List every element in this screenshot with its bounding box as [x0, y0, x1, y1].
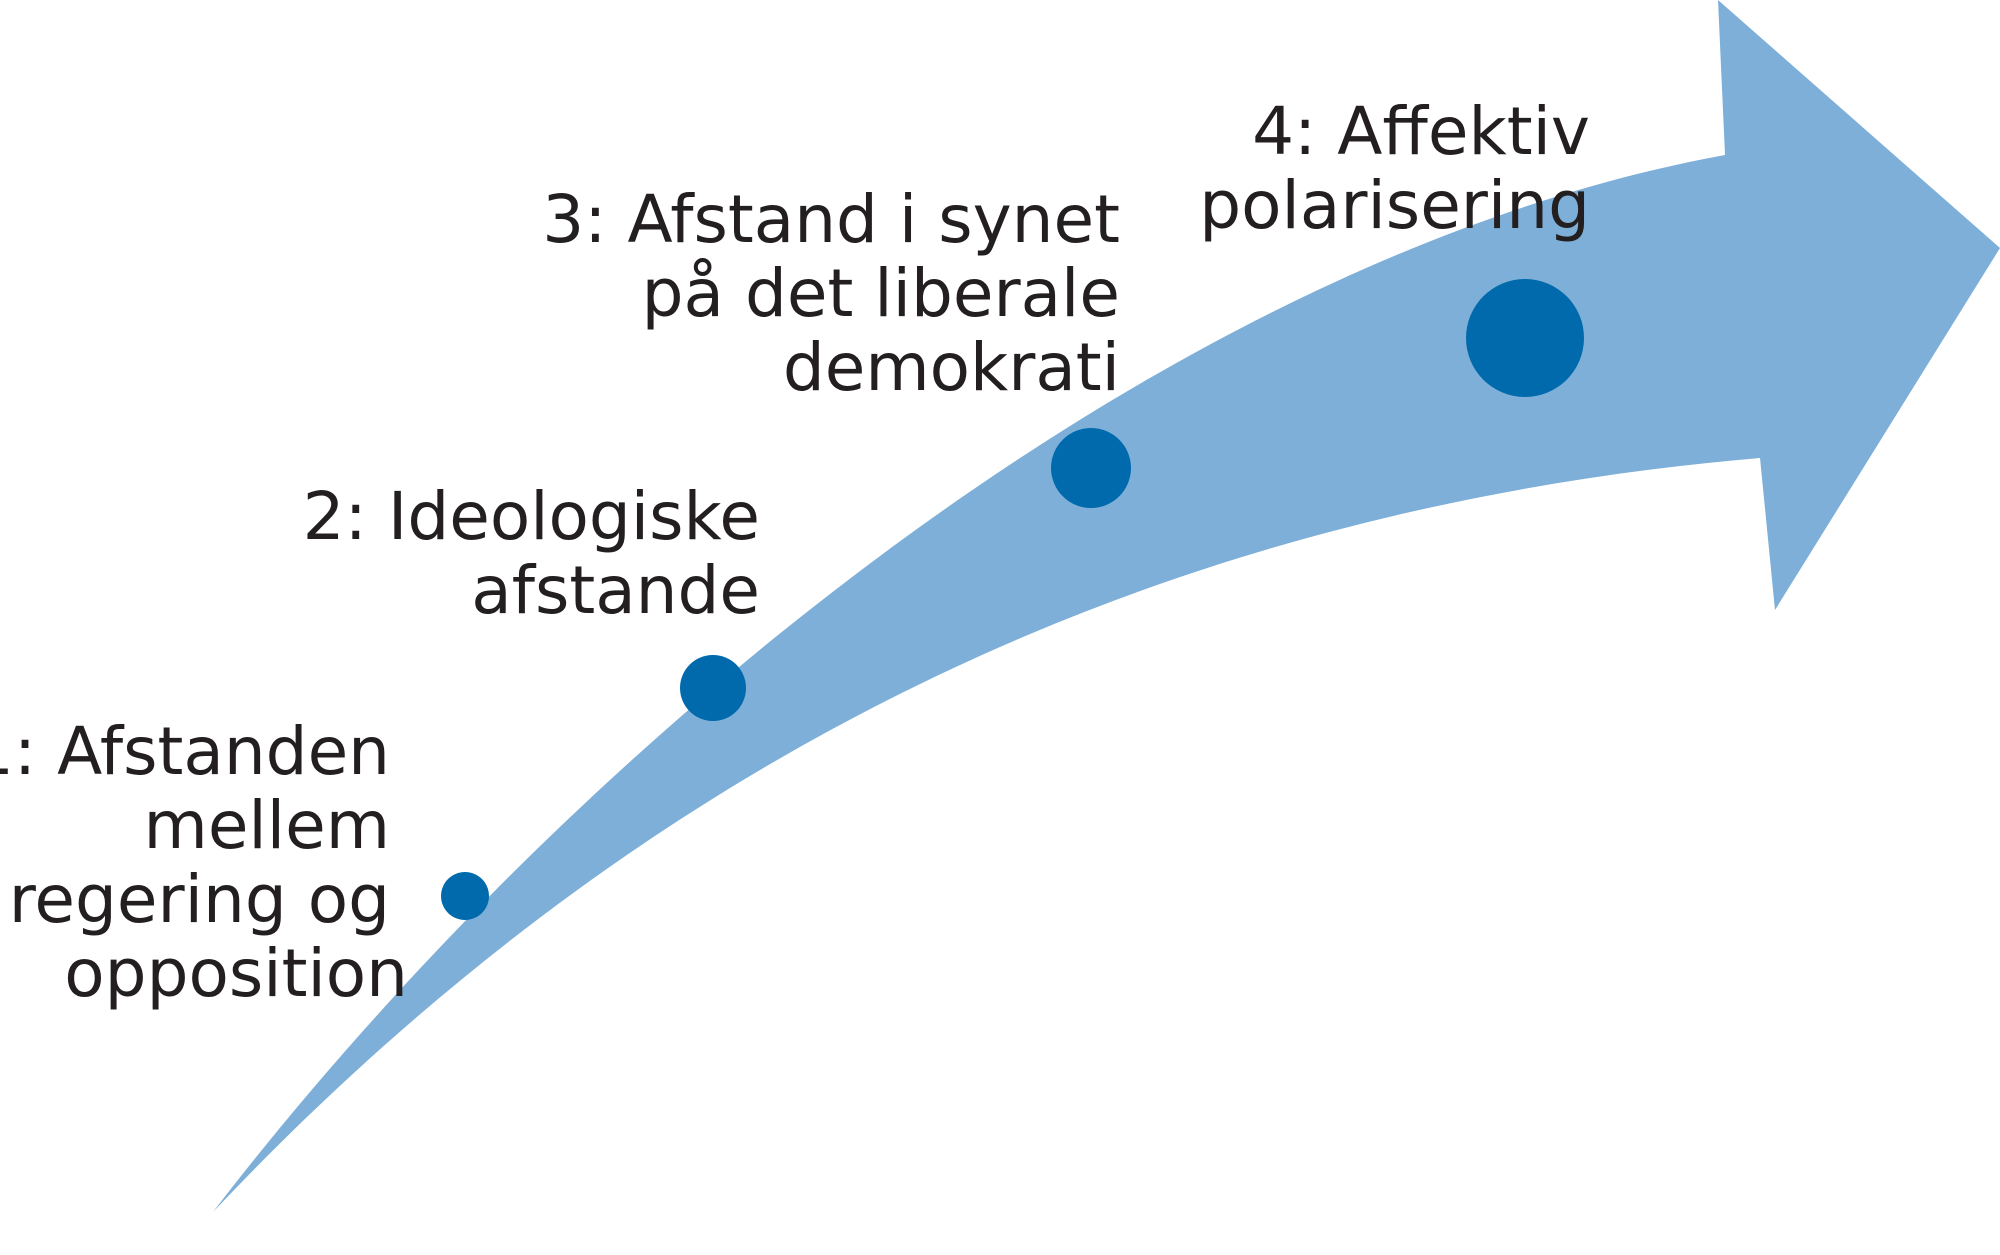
- step-3-dot: [1051, 428, 1131, 508]
- step-2-line-2: afstande: [471, 552, 760, 629]
- step-4-label: 4: Affektiv polarisering: [1199, 95, 1590, 243]
- step-2-label: 2: Ideologiske afstande: [303, 480, 760, 628]
- step-1-dot: [441, 872, 489, 920]
- step-3-line-1: 3: Afstand i synet: [542, 181, 1120, 258]
- step-3-label: 3: Afstand i synet på det liberale demok…: [542, 183, 1120, 405]
- step-4-line-2: polarisering: [1199, 167, 1590, 244]
- step-1-line-1: 1: Afstanden: [0, 713, 390, 790]
- step-3-line-3: demokrati: [782, 329, 1120, 406]
- step-2-dot: [680, 655, 746, 721]
- step-1-line-3: regering og: [8, 861, 390, 938]
- step-3-line-2: på det liberale: [641, 255, 1120, 332]
- step-2-line-1: 2: Ideologiske: [302, 478, 760, 555]
- step-1-line-4: opposition: [64, 935, 408, 1012]
- step-1-label: 1: Afstanden mellem regering og oppositi…: [0, 713, 408, 1011]
- step-4-dot: [1466, 279, 1584, 397]
- step-4-line-1: 4: Affektiv: [1252, 93, 1590, 170]
- step-1-line-2: mellem: [143, 787, 390, 864]
